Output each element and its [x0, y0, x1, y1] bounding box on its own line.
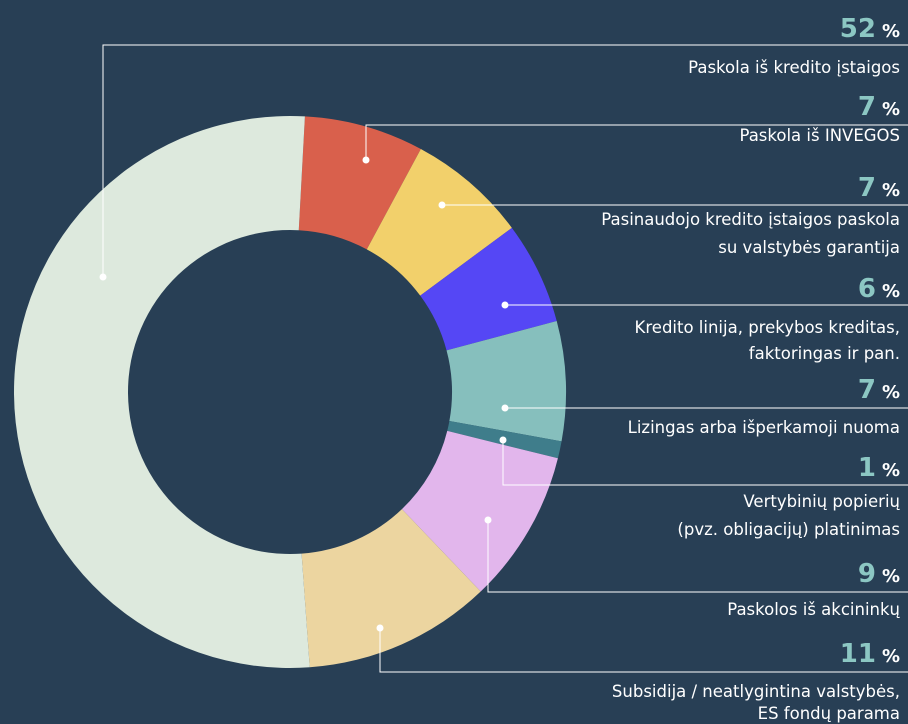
percent-label: 52%: [840, 14, 900, 44]
percent-label: 9%: [858, 559, 900, 589]
donut-slice: [298, 116, 421, 250]
percent-space: %: [882, 99, 900, 120]
leader-line: [487, 520, 908, 593]
donut-slice: [446, 321, 566, 442]
percent-space: %: [882, 281, 900, 302]
leader-line: [379, 628, 908, 673]
percent-space: %: [882, 180, 900, 201]
category-label: Subsidija / neatlygintina valstybės,: [612, 682, 900, 701]
donut-slice: [420, 227, 557, 351]
percent-space: %: [882, 21, 900, 42]
percent-value: 1: [858, 453, 876, 483]
category-label: Pasinaudojo kredito įstaigos paskola: [601, 210, 900, 229]
percent-space: %: [882, 566, 900, 587]
donut-slice: [14, 116, 310, 668]
percent-label: 11%: [840, 639, 900, 669]
donut-slice: [366, 148, 512, 296]
leader-dot: [99, 273, 107, 281]
category-label: Kredito linija, prekybos kreditas,: [635, 318, 900, 337]
leader-line: [365, 124, 908, 160]
category-label: Paskola iš kredito įstaigos: [688, 58, 900, 77]
percent-label: 1%: [858, 453, 900, 483]
category-label: Lizingas arba išperkamoji nuoma: [628, 418, 900, 437]
percent-value: 11: [840, 639, 876, 669]
category-label: Paskola iš INVEGOS: [739, 126, 900, 145]
leader-dot: [484, 516, 492, 524]
donut-slice: [301, 509, 481, 668]
percent-space: %: [882, 382, 900, 403]
leader-dot: [499, 436, 507, 444]
category-label: faktoringas ir pan.: [749, 344, 900, 363]
leader-line: [502, 440, 908, 486]
leader-dot: [438, 201, 446, 209]
category-label: Vertybinių popierių: [743, 492, 900, 511]
leader-dot: [501, 301, 509, 309]
percent-value: 6: [858, 274, 876, 304]
percent-space: %: [882, 460, 900, 481]
percent-value: 52: [840, 14, 876, 44]
donut-slice: [401, 430, 558, 592]
percent-label: 7%: [858, 173, 900, 203]
percent-value: 7: [858, 173, 876, 203]
percent-label: 7%: [858, 375, 900, 405]
percent-space: %: [882, 646, 900, 667]
leader-dot: [376, 624, 384, 632]
category-label: ES fondų parama: [758, 704, 900, 723]
leader-dot: [501, 404, 509, 412]
leader-dot: [362, 156, 370, 164]
category-label: su valstybės garantija: [718, 238, 900, 257]
percent-label: 7%: [858, 92, 900, 122]
percent-value: 9: [858, 559, 876, 589]
percent-label: 6%: [858, 274, 900, 304]
percent-value: 7: [858, 92, 876, 122]
leader-line: [102, 44, 908, 277]
percent-value: 7: [858, 375, 876, 405]
category-label: (pvz. obligacijų) platinimas: [677, 520, 900, 539]
category-label: Paskolos iš akcininkų: [727, 600, 900, 619]
